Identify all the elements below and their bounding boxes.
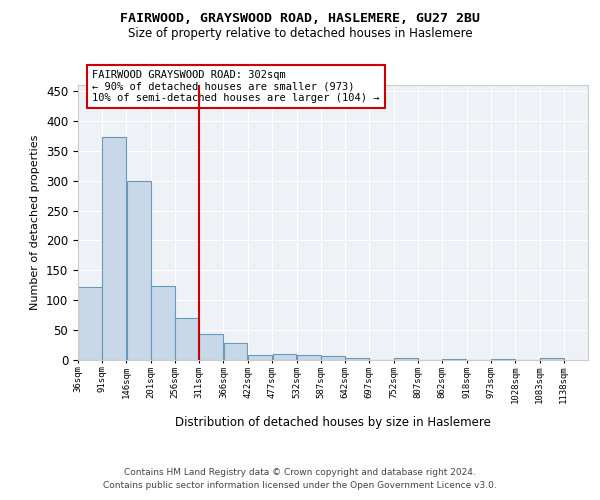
Bar: [248, 354, 272, 360]
Text: Contains HM Land Registry data © Crown copyright and database right 2024.: Contains HM Land Registry data © Crown c…: [124, 468, 476, 477]
Text: FAIRWOOD GRAYSWOOD ROAD: 302sqm
← 90% of detached houses are smaller (973)
10% o: FAIRWOOD GRAYSWOOD ROAD: 302sqm ← 90% of…: [92, 70, 380, 103]
Bar: [321, 356, 345, 360]
Text: Contains public sector information licensed under the Open Government Licence v3: Contains public sector information licen…: [103, 480, 497, 490]
Text: Size of property relative to detached houses in Haslemere: Size of property relative to detached ho…: [128, 28, 472, 40]
Text: Distribution of detached houses by size in Haslemere: Distribution of detached houses by size …: [175, 416, 491, 429]
Bar: [394, 358, 418, 360]
Bar: [175, 318, 199, 360]
Bar: [224, 344, 247, 360]
Bar: [151, 286, 175, 360]
Bar: [491, 359, 515, 360]
Bar: [127, 180, 151, 360]
Text: FAIRWOOD, GRAYSWOOD ROAD, HASLEMERE, GU27 2BU: FAIRWOOD, GRAYSWOOD ROAD, HASLEMERE, GU2…: [120, 12, 480, 26]
Bar: [540, 358, 563, 360]
Bar: [442, 359, 466, 360]
Y-axis label: Number of detached properties: Number of detached properties: [31, 135, 40, 310]
Bar: [297, 354, 320, 360]
Bar: [78, 287, 102, 360]
Bar: [103, 137, 126, 360]
Bar: [346, 358, 369, 360]
Bar: [272, 354, 296, 360]
Bar: [199, 334, 223, 360]
